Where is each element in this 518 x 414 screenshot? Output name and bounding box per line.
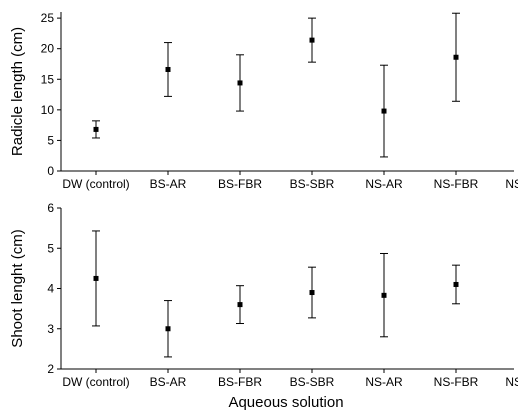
x-tick-label: NS-FBR — [434, 375, 479, 389]
y-axis-label: Radicle length (cm) — [9, 27, 26, 156]
x-tick-label: NS-AR — [365, 375, 403, 389]
x-tick-label: NS-SBR — [505, 375, 518, 389]
data-point — [237, 80, 243, 86]
x-tick-label: NS-SBR — [505, 177, 518, 191]
data-point — [453, 54, 459, 60]
x-axis-title: Aqueous solution — [228, 394, 343, 411]
data-point — [381, 108, 387, 114]
data-point — [93, 126, 99, 132]
x-tick-label: NS-FBR — [434, 177, 479, 191]
data-point — [93, 275, 99, 281]
data-point — [165, 326, 171, 332]
x-tick-label: BS-FBR — [218, 375, 262, 389]
y-tick-label: 5 — [47, 133, 54, 147]
x-tick-label: BS-SBR — [290, 375, 335, 389]
data-point — [165, 66, 171, 72]
x-tick-label: DW (control) — [62, 375, 129, 389]
data-point — [237, 302, 243, 308]
y-tick-label: 20 — [41, 42, 55, 56]
y-tick-label: 3 — [47, 322, 54, 336]
radicle-length-panel: 0 5 10 15 20 25 Radicle length (cm) DW (control… — [9, 11, 518, 191]
y-tick-label: 10 — [41, 103, 55, 117]
y-tick-label: 5 — [47, 241, 54, 255]
y-axis-label: Shoot lenght (cm) — [9, 229, 26, 347]
data-point — [381, 292, 387, 298]
data-point — [309, 290, 315, 296]
x-tick-label: BS-FBR — [218, 177, 262, 191]
y-tick-label: 4 — [47, 282, 54, 296]
y-tick-label: 2 — [47, 362, 54, 376]
x-tick-label: BS-SBR — [290, 177, 335, 191]
y-tick-label: 0 — [47, 164, 54, 178]
x-tick-label: DW (control) — [62, 177, 129, 191]
y-tick-label: 6 — [47, 201, 54, 215]
x-tick-label: NS-AR — [365, 177, 403, 191]
x-tick-label: BS-AR — [150, 375, 187, 389]
y-tick-label: 15 — [41, 72, 55, 86]
x-tick-label: BS-AR — [150, 177, 187, 191]
data-point — [453, 281, 459, 287]
data-point — [309, 37, 315, 43]
y-tick-label: 25 — [41, 11, 55, 25]
shoot-length-panel: 2 3 4 5 6 Shoot lenght (cm) DW (control) BS-AR B… — [9, 201, 518, 389]
